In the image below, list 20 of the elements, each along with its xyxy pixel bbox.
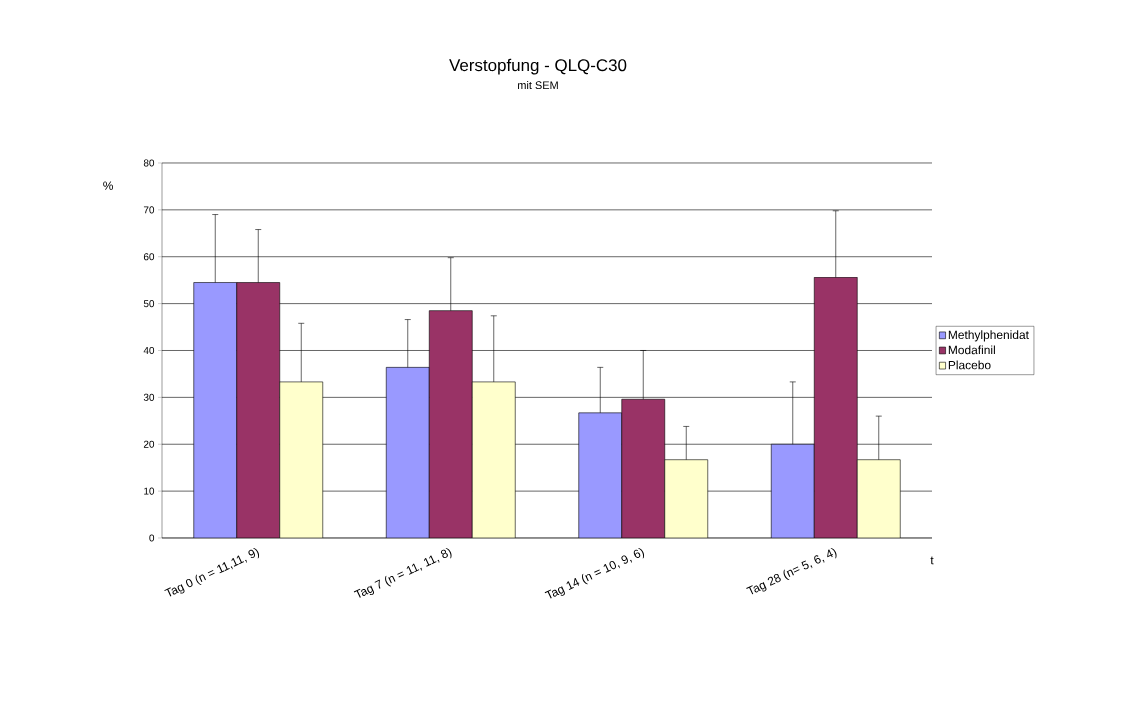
y-tick-label: 70: [143, 206, 155, 214]
x-tick-label: Tag 0 (n = 11,11, 9): [164, 547, 260, 597]
x-tick-label: Tag 7 (n = 11, 11, 8): [353, 547, 452, 598]
y-tick-label: 0: [149, 534, 155, 542]
y-tick-label: 20: [143, 440, 155, 448]
y-tick-label: 80: [143, 159, 155, 167]
y-axis-title: %: [103, 181, 113, 190]
x-tick-label: Tag 28 (n= 5, 6, 4): [746, 547, 837, 595]
y-tick-label: 30: [143, 393, 155, 401]
y-tick-label: 40: [143, 346, 155, 355]
x-tick-label: Tag 14 (n = 10, 9, 6): [544, 547, 645, 599]
legend-label: Methylphenidat: [948, 330, 1029, 342]
y-tick-label: 10: [144, 487, 155, 495]
chart-subtitle: mit SEM: [518, 81, 558, 90]
x-axis-title: t: [930, 556, 934, 565]
y-tick-label: 50: [143, 300, 155, 308]
legend-label: Modafinil: [948, 345, 995, 355]
legend-label: Placebo: [948, 360, 991, 370]
y-tick-label: 60: [143, 253, 155, 261]
chart-title: Verstopfung - QLQ-C30: [449, 58, 627, 75]
